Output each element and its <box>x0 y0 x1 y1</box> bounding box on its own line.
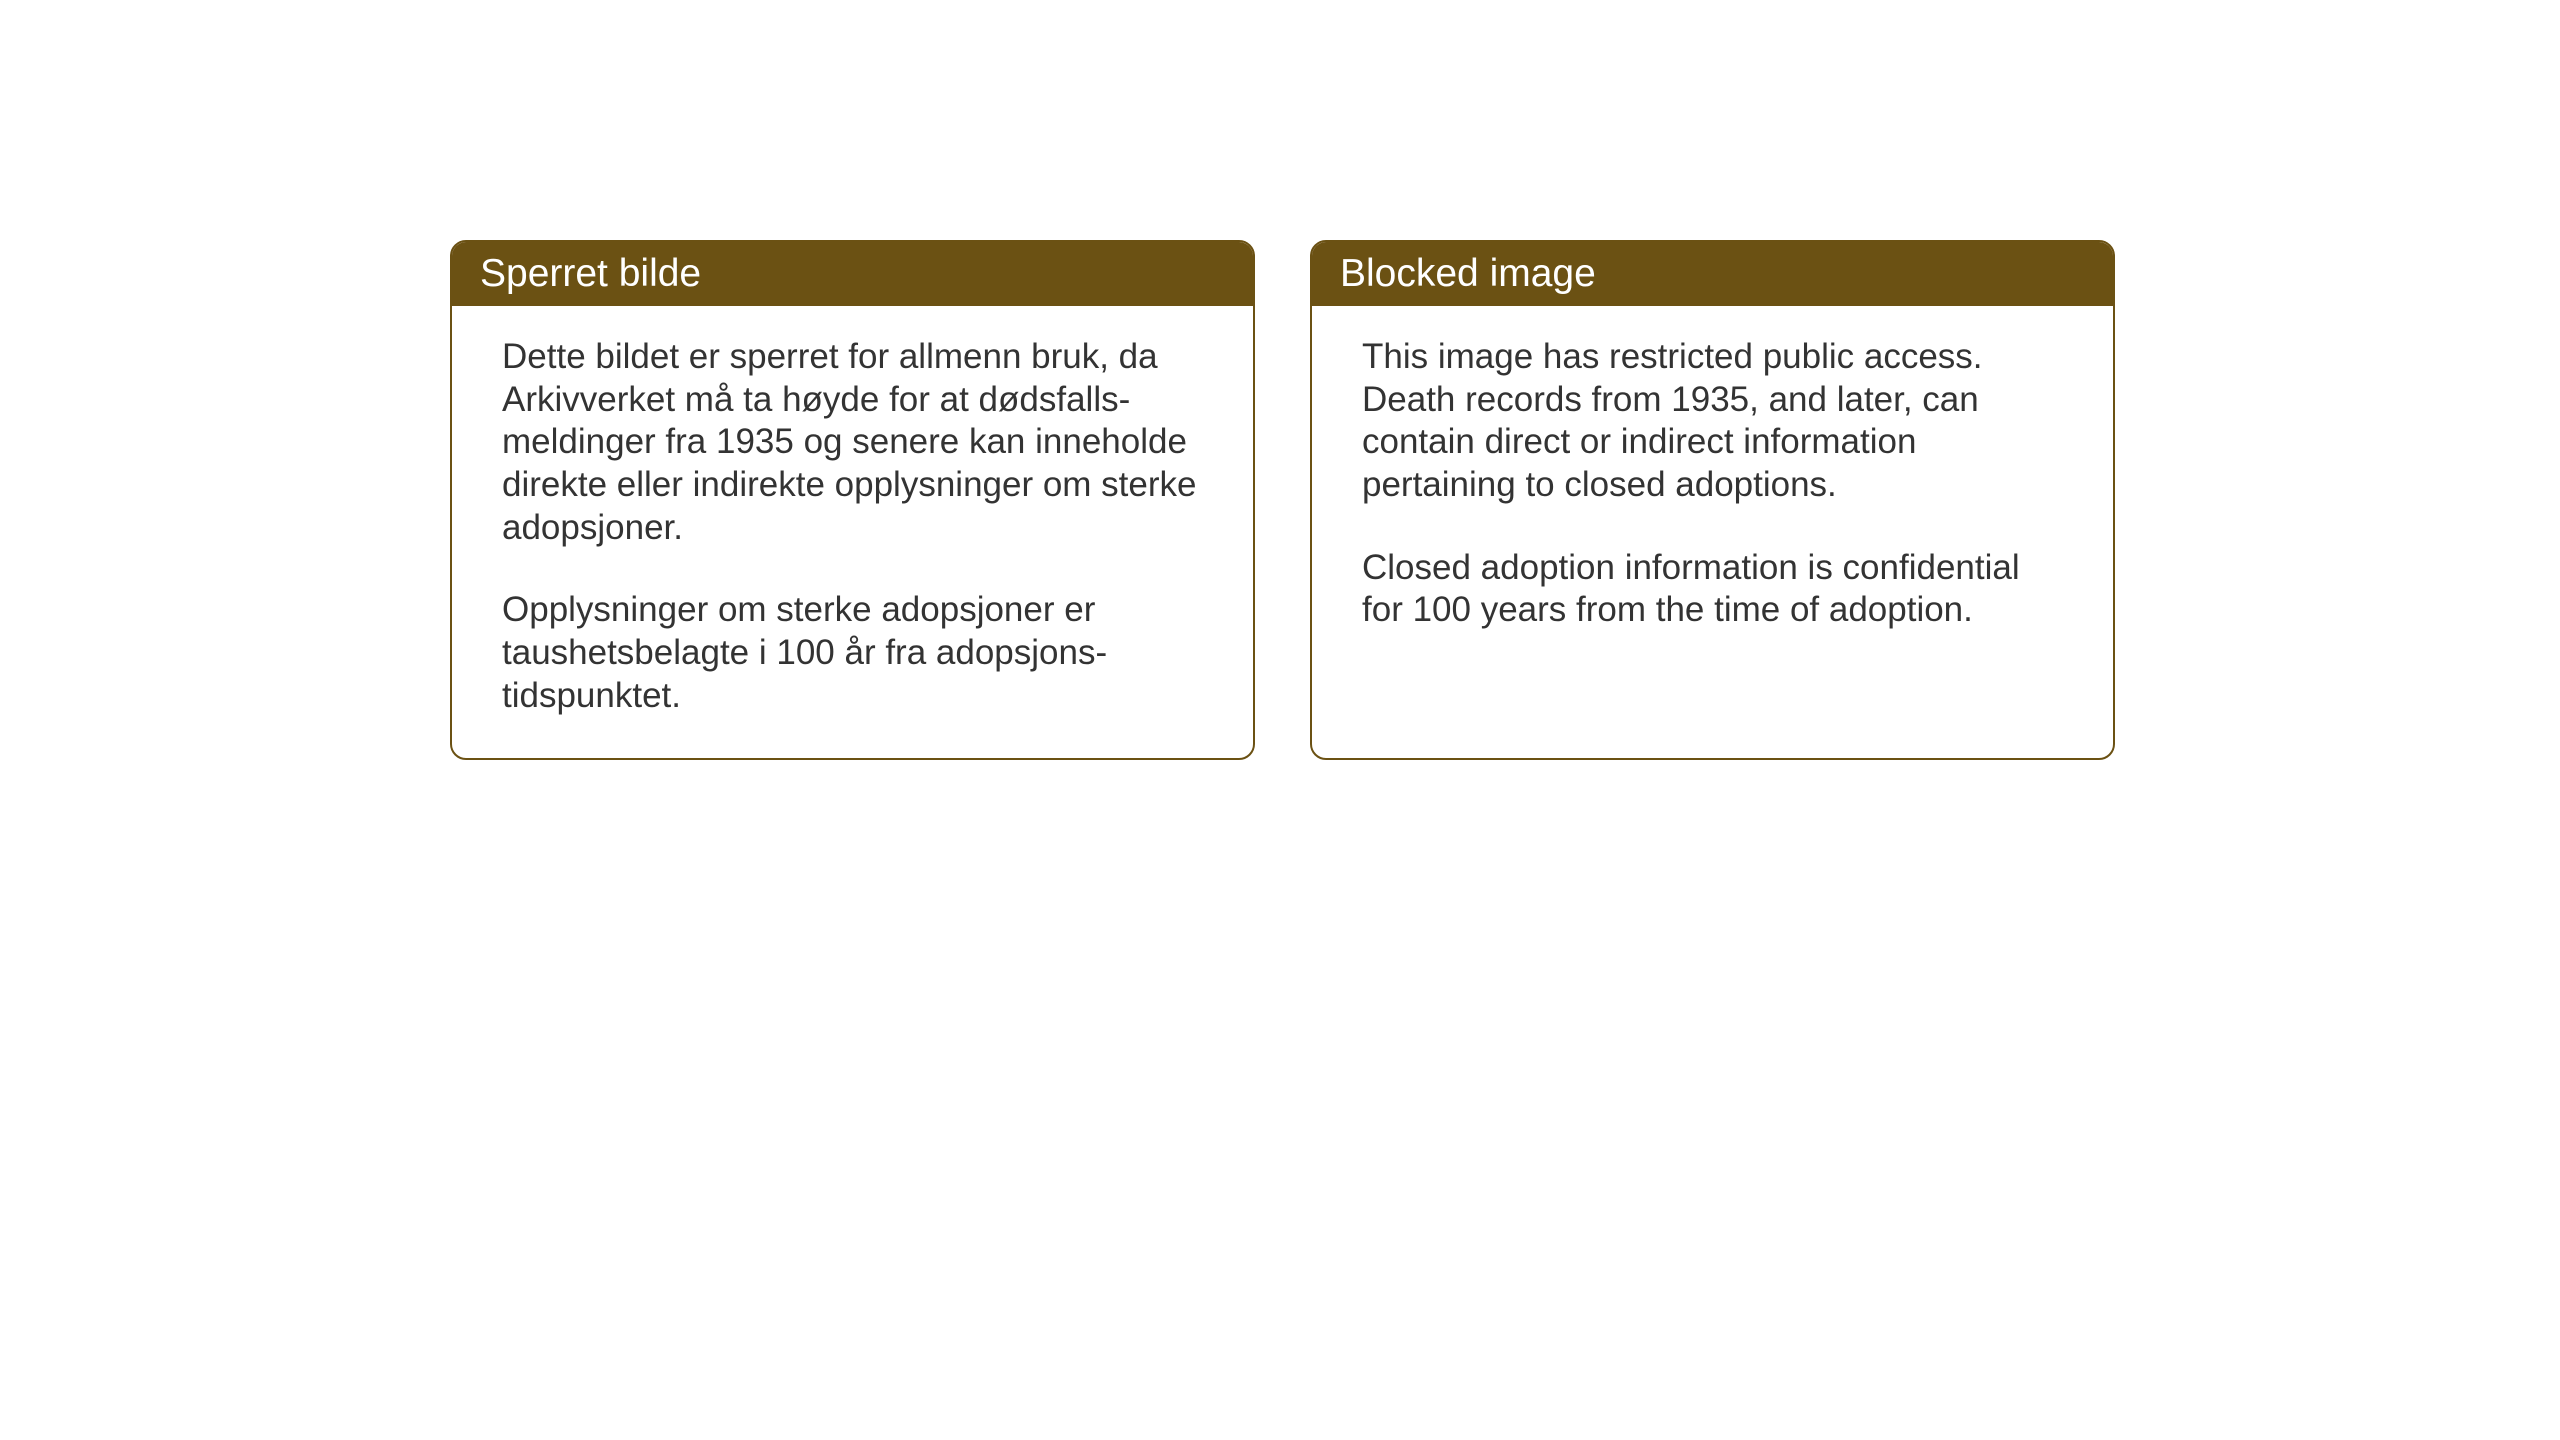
norwegian-paragraph-2: Opplysninger om sterke adopsjoner er tau… <box>502 589 1203 717</box>
english-card-title: Blocked image <box>1340 252 1596 295</box>
english-card: Blocked image This image has restricted … <box>1310 240 2115 760</box>
english-paragraph-1: This image has restricted public access.… <box>1362 336 2063 507</box>
cards-container: Sperret bilde Dette bildet er sperret fo… <box>450 240 2115 760</box>
norwegian-card-body: Dette bildet er sperret for allmenn bruk… <box>452 306 1253 758</box>
english-paragraph-2: Closed adoption information is confident… <box>1362 547 2063 632</box>
norwegian-paragraph-1: Dette bildet er sperret for allmenn bruk… <box>502 336 1203 549</box>
english-card-body: This image has restricted public access.… <box>1312 306 2113 672</box>
norwegian-card-header: Sperret bilde <box>452 242 1253 306</box>
norwegian-card: Sperret bilde Dette bildet er sperret fo… <box>450 240 1255 760</box>
norwegian-card-title: Sperret bilde <box>480 252 701 295</box>
english-card-header: Blocked image <box>1312 242 2113 306</box>
